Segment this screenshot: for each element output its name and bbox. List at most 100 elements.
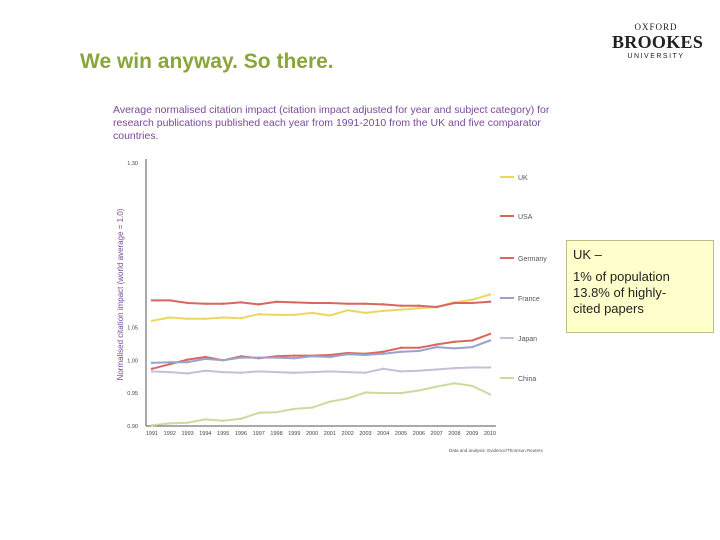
data-point-japan (346, 370, 349, 374)
data-point-japan (488, 366, 492, 369)
data-point-usa (221, 302, 225, 305)
data-point-france (346, 353, 349, 356)
legend-label-uk: UK (518, 175, 528, 182)
data-point-japan (328, 370, 332, 373)
x-tick-label: 1998 (270, 431, 282, 437)
x-tick-label: 2010 (484, 431, 496, 437)
data-point-china (168, 422, 171, 425)
legend-label-japan: Japan (518, 336, 537, 343)
data-point-china (293, 407, 296, 411)
x-tick-label: 1992 (164, 431, 176, 437)
data-point-usa (293, 301, 296, 304)
data-point-france (310, 355, 314, 358)
data-point-china (221, 419, 225, 422)
data-point-china (346, 397, 349, 400)
data-point-usa (346, 302, 349, 305)
x-tick-label: 2002 (342, 431, 354, 437)
data-point-china (328, 400, 332, 403)
data-point-uk (417, 307, 421, 310)
data-point-germany (150, 367, 154, 370)
data-point-china (310, 406, 314, 409)
data-point-japan (364, 371, 367, 374)
data-point-usa (364, 302, 367, 305)
chart-title: Average normalised citation impact (cita… (113, 104, 550, 142)
data-point-uk (221, 316, 225, 319)
data-point-germany (168, 362, 171, 366)
data-point-japan (186, 372, 189, 375)
logo-line-university: UNIVERSITY (627, 53, 685, 60)
y-tick-label: 1.00 (127, 358, 138, 364)
data-point-uk (293, 313, 296, 317)
source-note: Data and analysis: Evidence/Thomson Reut… (449, 448, 544, 453)
callout-line: 13.8% of highly- (573, 285, 667, 300)
data-point-japan (275, 370, 278, 374)
uk-callout-box: UK – 1% of population 13.8% of highly- c… (566, 240, 714, 333)
data-point-usa (186, 301, 189, 305)
data-point-france (435, 345, 438, 349)
data-point-france (488, 339, 492, 342)
data-point-usa (310, 301, 314, 305)
data-point-uk (399, 308, 403, 311)
data-point-france (471, 345, 474, 349)
data-point-germany (204, 355, 207, 359)
x-tick-label: 1995 (217, 431, 229, 437)
x-tick-label: 2005 (395, 431, 407, 437)
callout-line: 1% of population (573, 269, 670, 284)
data-point-japan (417, 369, 421, 372)
data-point-japan (293, 371, 296, 374)
data-point-japan (310, 370, 314, 374)
data-point-japan (471, 366, 474, 369)
legend-label-china: China (518, 376, 536, 383)
y-tick-label: 0.90 (127, 424, 138, 430)
x-tick-label: 2003 (359, 431, 371, 437)
data-point-japan (399, 370, 403, 373)
x-tick-label: 1994 (199, 431, 211, 437)
slide-title: We win anyway. So there. (80, 50, 334, 73)
x-tick-label: 2007 (431, 431, 443, 437)
y-tick-label: 1.30 (127, 161, 138, 167)
data-point-china (257, 411, 260, 415)
data-point-china (186, 421, 189, 424)
callout-heading: UK – (573, 247, 602, 262)
x-tick-label: 1993 (181, 431, 193, 437)
data-point-uk (328, 314, 332, 317)
data-point-uk (168, 316, 171, 319)
data-point-france (204, 357, 207, 361)
data-point-china (364, 391, 367, 394)
data-point-japan (435, 368, 438, 371)
data-point-uk (186, 317, 189, 321)
x-tick-label: 2009 (466, 431, 478, 437)
data-point-china (417, 389, 421, 392)
data-point-usa (239, 301, 243, 304)
data-point-japan (150, 370, 154, 373)
data-point-uk (364, 311, 367, 315)
logo-line-brookes: BROOKES (612, 32, 704, 52)
data-point-france (239, 356, 243, 359)
data-point-usa (382, 303, 385, 306)
data-point-uk (471, 298, 474, 301)
data-point-china (488, 393, 492, 396)
data-point-germany (293, 354, 296, 357)
legend-label-france: France (518, 296, 540, 303)
data-point-china (435, 385, 438, 388)
data-point-germany (417, 346, 421, 349)
data-point-germany (382, 350, 385, 353)
series-line-germany (151, 332, 491, 370)
data-point-france (221, 359, 225, 362)
y-tick-label: 0.95 (127, 391, 138, 397)
data-point-uk (488, 293, 492, 296)
series-line-usa (152, 299, 491, 308)
university-logo: OXFORD BROOKES UNIVERSITY (612, 22, 704, 61)
data-point-uk (257, 313, 260, 316)
data-point-germany (435, 343, 438, 346)
data-point-germany (453, 340, 456, 344)
data-point-france (417, 349, 421, 353)
data-point-china (382, 391, 385, 395)
data-point-france (364, 353, 367, 357)
data-point-germany (471, 339, 474, 342)
data-point-uk (239, 316, 243, 320)
data-point-uk (150, 319, 154, 322)
legend-label-usa: USA (518, 214, 533, 221)
data-point-france (399, 350, 403, 353)
data-point-china (150, 424, 154, 427)
